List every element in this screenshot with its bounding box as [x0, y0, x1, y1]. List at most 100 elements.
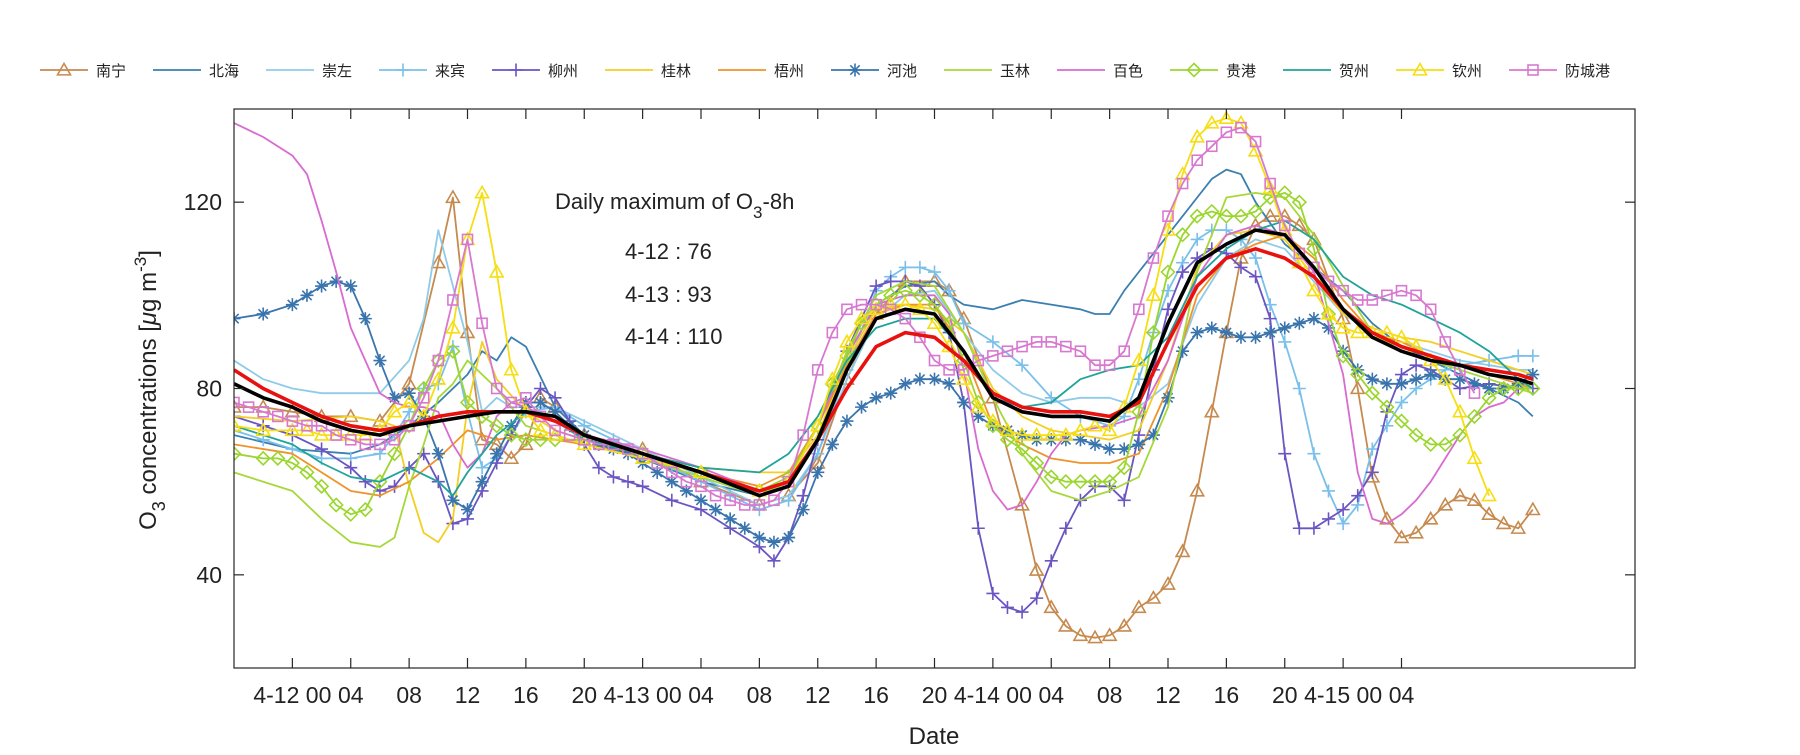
series-8-point	[723, 512, 737, 526]
series-13-point	[1320, 305, 1337, 320]
legend-swatch-marker	[1527, 64, 1539, 76]
series-1-point	[1203, 403, 1220, 418]
legend-label: 百色	[1113, 62, 1143, 80]
series-5-point	[1161, 302, 1175, 316]
series-1-point	[1510, 520, 1527, 534]
series-8-point	[1453, 372, 1467, 386]
series-14-point	[943, 364, 955, 376]
series-13-point	[1451, 403, 1468, 418]
series-1-point	[1437, 496, 1454, 511]
series-11-point	[1496, 380, 1512, 397]
series-11-point	[386, 446, 403, 462]
series-14-point	[1308, 261, 1320, 274]
series-8-point	[1424, 368, 1438, 382]
series-4-point	[942, 284, 956, 298]
series-8-point	[1511, 377, 1525, 391]
series-11-point	[270, 450, 286, 467]
series-14-point	[1030, 336, 1043, 348]
series-8-point	[1467, 377, 1481, 391]
series-14-point	[417, 392, 430, 404]
series-1-point	[1451, 487, 1468, 502]
series-5-point	[971, 521, 985, 535]
series-5-point	[1176, 265, 1190, 279]
series-13-point	[1072, 422, 1089, 437]
series-11-point	[234, 446, 242, 462]
series-8-point	[1103, 442, 1117, 456]
series-5-point	[344, 461, 358, 475]
series-11-point	[343, 506, 359, 522]
series-14-point	[709, 489, 722, 502]
series-8-point	[650, 465, 664, 479]
series-13-point	[1349, 324, 1366, 339]
series-13-point	[1014, 426, 1030, 441]
series-11-point	[1218, 208, 1235, 224]
series-14-point	[1424, 303, 1437, 316]
series-8-point	[1073, 433, 1087, 447]
series-8-point	[898, 377, 912, 391]
series-1-point	[1087, 629, 1103, 644]
series-13-point	[1057, 426, 1074, 441]
series-13-line	[234, 117, 1490, 496]
x-tick-label: 4-12 00	[253, 682, 331, 708]
series-8-point	[285, 298, 299, 312]
series-14-point	[1351, 294, 1364, 306]
series-8-point	[475, 475, 489, 489]
y-axis-label: O3 concentrations [μg m-3]	[131, 250, 169, 530]
legend-item-8: 河池	[831, 62, 917, 80]
annotation-line-3: 4-14 : 110	[625, 324, 722, 349]
x-tick-label: 4-13 00	[604, 682, 682, 708]
series-11-point	[1233, 208, 1249, 224]
series-8-point	[811, 465, 825, 479]
series-14-point	[768, 494, 780, 507]
series-4-point	[1190, 232, 1204, 246]
series-13-point	[868, 301, 885, 315]
series-8-point	[928, 372, 941, 386]
series-1-point	[445, 189, 461, 204]
series-8-point	[548, 405, 562, 419]
series-13-point	[1189, 128, 1206, 143]
series-5-point	[358, 475, 372, 489]
series-14-point	[286, 415, 299, 427]
series-4-point	[957, 316, 971, 330]
series-14-point	[1016, 340, 1028, 353]
series-14-point	[724, 494, 736, 507]
x-tick-label: 4-15 00	[1304, 682, 1382, 708]
series-9-line	[234, 192, 1534, 548]
series-13-point	[532, 422, 549, 437]
series-8-point	[256, 307, 270, 321]
legend-label: 桂林	[661, 62, 691, 80]
series-4-point	[913, 260, 927, 274]
series-13-point	[445, 319, 461, 334]
series-8-point	[446, 493, 460, 507]
series-14-point	[271, 410, 284, 423]
y-tick-label: 40	[196, 562, 222, 588]
series-11-point	[1189, 208, 1205, 224]
series-4-point	[928, 265, 941, 279]
series-14-point	[1439, 336, 1452, 348]
series-11-point	[1072, 474, 1089, 490]
plot-area-background	[234, 109, 1635, 668]
legend-label: 钦州	[1452, 62, 1482, 80]
y-tick-label: 80	[196, 376, 222, 402]
series-13-point	[1130, 352, 1147, 367]
series-5-point	[621, 475, 635, 489]
legend-swatch-marker	[1186, 62, 1202, 78]
series-14-point	[1337, 284, 1349, 297]
series-14-point	[1133, 303, 1145, 316]
series-5-point	[913, 279, 927, 293]
series-1-point	[474, 431, 490, 446]
series-8-point	[1176, 344, 1190, 358]
x-tick-label: 12	[455, 682, 481, 708]
series-13-point	[634, 450, 651, 465]
series-5-point	[1307, 521, 1321, 535]
series-14-point	[899, 312, 912, 325]
series-11-point	[1277, 185, 1293, 201]
series-14-point	[1089, 359, 1101, 372]
series-1-point	[1393, 529, 1410, 544]
series-4-line	[234, 229, 1533, 525]
legend-label: 防城港	[1565, 62, 1610, 80]
series-1-point	[430, 254, 447, 269]
series-14-point	[1205, 140, 1218, 153]
series-8-point	[1263, 326, 1277, 340]
